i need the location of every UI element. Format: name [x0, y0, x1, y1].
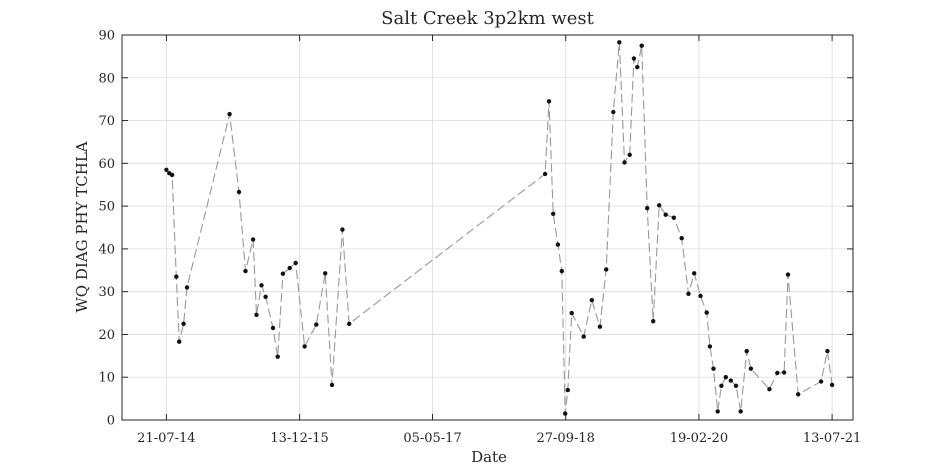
data-point [723, 375, 728, 380]
data-point [707, 344, 713, 349]
data-point [263, 294, 268, 299]
data-point [698, 293, 703, 299]
y-tick-label: 60 [98, 157, 115, 172]
data-point [555, 242, 561, 247]
x-tick-label: 13-12-15 [270, 431, 328, 446]
data-point [679, 236, 684, 241]
data-point [744, 348, 749, 354]
data-point [719, 383, 724, 388]
data-point [280, 271, 286, 276]
y-tick-label: 20 [98, 328, 115, 343]
data-point [254, 312, 259, 317]
data-point [164, 167, 169, 172]
data-point [775, 370, 780, 376]
y-tick-label: 30 [98, 285, 115, 300]
data-point [657, 203, 662, 208]
data-point [589, 298, 594, 303]
data-point [627, 152, 632, 157]
data-point [617, 40, 622, 45]
axis-ticks: 0 10 20 30 40 50 60 70 80 90 21-07-14 13-12-15 05-05… [98, 29, 861, 447]
y-tick-label: 90 [98, 29, 115, 44]
data-point [250, 237, 256, 242]
data-point [563, 411, 568, 416]
data-point [622, 160, 627, 165]
data-point [671, 215, 676, 220]
data-point [542, 171, 548, 177]
data-point [243, 268, 248, 274]
data-point [270, 325, 276, 331]
x-tick-label: 21-07-14 [137, 431, 195, 446]
data-point [728, 378, 733, 383]
x-tick-label: 05-05-17 [403, 431, 461, 446]
data-point [181, 321, 186, 326]
data-point [663, 212, 668, 217]
data-point [781, 370, 787, 375]
y-tick-label: 70 [98, 114, 115, 129]
data-point [645, 206, 650, 211]
data-point [631, 56, 637, 61]
data-point [639, 43, 644, 48]
data-point [546, 99, 552, 104]
y-tick-label: 10 [98, 371, 115, 386]
data-point [302, 344, 307, 349]
data-point [559, 268, 564, 274]
data-point [340, 227, 345, 232]
y-tick-label: 0 [107, 414, 115, 429]
data-point [738, 409, 743, 414]
data-point [611, 109, 616, 115]
data-point [565, 387, 570, 393]
data-point [259, 283, 264, 288]
data-point [227, 111, 232, 117]
data-point [184, 285, 190, 290]
data-point [329, 382, 335, 388]
data-point [275, 354, 280, 359]
data-point [581, 334, 586, 339]
data-point [287, 265, 292, 271]
data-point [704, 310, 709, 315]
data-point [604, 267, 609, 272]
data-point [169, 172, 175, 178]
data-point [236, 189, 242, 195]
data-point [323, 271, 328, 276]
chart-title: Salt Creek 3p2km west [381, 8, 595, 29]
data-point [825, 348, 830, 354]
data-point [711, 366, 716, 371]
data-point [551, 211, 556, 216]
data-point [829, 382, 835, 388]
data-point [293, 260, 298, 266]
data-point [692, 271, 697, 276]
data-point [818, 379, 824, 384]
data-point [748, 366, 754, 371]
x-tick-label: 19-02-20 [670, 431, 728, 446]
x-tick-label: 27-09-18 [537, 431, 595, 446]
data-point [686, 291, 691, 296]
data-point [174, 274, 179, 279]
data-point [651, 319, 656, 324]
data-point [715, 409, 720, 414]
data-point [597, 324, 603, 329]
data-point [796, 392, 801, 397]
x-tick-label: 13-07-21 [803, 431, 861, 446]
series [164, 40, 835, 416]
data-point [347, 321, 352, 326]
data-point [177, 339, 182, 344]
data-point [569, 310, 574, 316]
grid [122, 34, 853, 421]
data-point [785, 272, 791, 277]
plot-area-frame [121, 34, 854, 421]
data-point [314, 322, 319, 327]
y-tick-label: 50 [98, 200, 115, 215]
data-point [733, 383, 739, 388]
data-point [635, 64, 640, 70]
y-axis-label: WQ DIAG PHY TCHLA [73, 141, 91, 312]
y-tick-label: 40 [98, 242, 115, 257]
data-point [767, 387, 772, 392]
x-axis-label: Date [471, 448, 507, 466]
y-tick-label: 80 [98, 71, 115, 86]
